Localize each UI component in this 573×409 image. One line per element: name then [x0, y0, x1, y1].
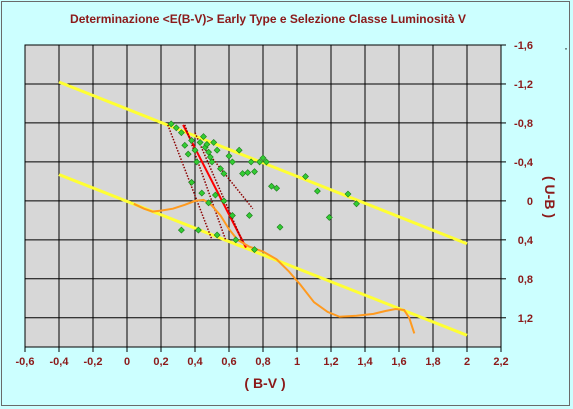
data-point	[247, 158, 255, 166]
data-point	[259, 154, 267, 162]
x-tick-label: 1,8	[425, 356, 440, 368]
data-point	[220, 197, 228, 205]
data-point	[188, 137, 196, 144]
chart-title: Determinazione <E(B-V)> Early Type e Sel…	[70, 12, 466, 26]
data-point	[276, 223, 284, 231]
data-point	[191, 146, 199, 154]
x-tick-label: -0,6	[16, 356, 35, 368]
x-tick-label: 2	[464, 356, 470, 368]
data-point	[251, 168, 258, 176]
data-point	[210, 138, 218, 146]
data-point	[256, 158, 264, 166]
x-tick-label: 0	[124, 356, 130, 368]
x-tick-label: 1,4	[357, 356, 373, 368]
data-point	[313, 187, 321, 195]
data-point	[211, 191, 219, 199]
data-point	[184, 150, 192, 158]
data-point	[220, 170, 228, 178]
x-tick-label: -0,2	[84, 356, 103, 368]
data-point	[193, 158, 201, 166]
data-point	[353, 200, 360, 208]
data-point	[200, 133, 207, 140]
y-tick-label: 0	[527, 196, 533, 208]
data-point	[167, 120, 175, 128]
data-point	[196, 138, 204, 146]
data-point	[177, 129, 185, 137]
data-point	[302, 173, 309, 180]
y-tick-label: -0,8	[514, 118, 533, 130]
x-tick-label: 1,6	[391, 356, 406, 368]
y-axis-label: ( U-B )	[542, 176, 558, 218]
data-point	[188, 178, 196, 186]
y-tick-label: 0,8	[518, 274, 533, 286]
data-point	[172, 124, 180, 132]
data-point	[181, 141, 189, 149]
data-point	[177, 226, 185, 234]
data-point	[268, 182, 275, 190]
data-point	[205, 148, 213, 156]
dark-red-dotted-line	[194, 132, 244, 243]
x-tick-label: -0,4	[50, 356, 70, 368]
y-tick-label: -0,4	[514, 157, 534, 169]
data-point	[205, 199, 213, 207]
y-tick-label: -1,2	[514, 79, 533, 91]
data-point	[245, 212, 253, 219]
x-axis-label: ( B-V )	[244, 375, 286, 391]
data-point	[213, 231, 221, 239]
data-point	[208, 158, 216, 166]
x-tick-label: 0,8	[255, 356, 270, 368]
x-tick-label: 0,4	[187, 356, 203, 368]
data-point	[262, 158, 270, 166]
data-point	[228, 158, 236, 166]
y-tick-label: 0,4	[518, 235, 534, 247]
yellow-line	[58, 80, 468, 246]
data-point	[206, 153, 214, 161]
x-tick-label: 2,2	[493, 356, 508, 368]
x-tick-label: 1,2	[323, 356, 338, 368]
x-tick-label: 0,6	[221, 356, 236, 368]
data-point	[235, 146, 243, 154]
corner-mark: ·	[564, 41, 568, 55]
x-tick-label: 1	[294, 356, 300, 368]
data-point	[228, 212, 236, 219]
data-point	[198, 189, 206, 197]
data-point	[213, 146, 221, 154]
data-point	[232, 236, 240, 244]
data-point	[203, 140, 211, 148]
data-point	[194, 226, 202, 234]
data-point	[273, 184, 281, 192]
data-point	[344, 190, 352, 198]
data-point	[325, 214, 333, 221]
x-tick-label: 0,2	[153, 356, 168, 368]
data-point	[217, 165, 224, 173]
data-point	[225, 152, 233, 160]
dark-red-dotted-line	[184, 124, 227, 241]
data-point	[251, 246, 258, 254]
y-tick-label: 1,2	[518, 313, 533, 325]
y-tick-label: -1,6	[514, 40, 533, 52]
data-point	[244, 169, 252, 177]
dark-red-dotted-line	[167, 124, 213, 241]
